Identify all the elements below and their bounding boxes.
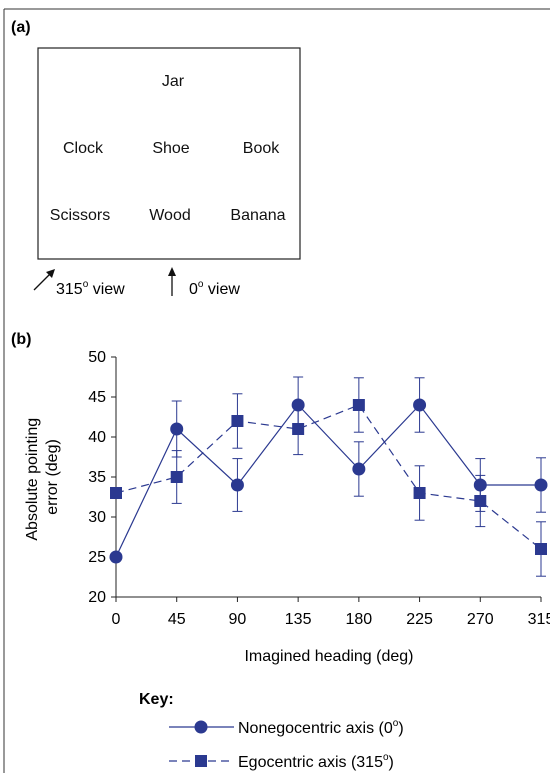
data-point-nonego (291, 398, 305, 412)
object-banana: Banana (230, 207, 285, 224)
object-scissors: Scissors (50, 207, 110, 224)
object-wood: Wood (149, 207, 191, 224)
y-axis-label: Absolute pointing error (deg) (24, 413, 61, 540)
x-tick-label: 225 (406, 611, 433, 628)
y-tick-label: 45 (88, 389, 106, 406)
x-tick-label: 270 (467, 611, 494, 628)
data-point-ego (413, 487, 426, 499)
object-shoe: Shoe (152, 140, 189, 157)
data-point-ego (535, 543, 547, 555)
object-book: Book (243, 140, 280, 157)
legend-nonego-label: Nonegocentric axis (0o) (238, 718, 404, 737)
x-tick-label: 45 (168, 611, 186, 628)
y-tick-label: 35 (88, 469, 106, 486)
y-axis-label-line-1: Absolute pointing (24, 418, 41, 541)
data-point-ego (292, 423, 305, 435)
panel-a-label: (a) (11, 19, 31, 36)
series-line-ego (115, 404, 542, 550)
y-axis-label-line-2: error (deg) (44, 439, 61, 515)
data-point-nonego (413, 398, 427, 412)
x-tick-label: 180 (346, 611, 373, 628)
pointing-error-chart: 20 25 30 35 40 45 50 0 45 90 135 180 225 270 315 Imag… (24, 349, 550, 665)
x-tick-label: 315 (528, 611, 550, 628)
data-point-ego (474, 495, 487, 507)
y-tick-label: 25 (88, 549, 106, 566)
data-point-nonego (170, 422, 184, 436)
x-axis-label: Imagined heading (deg) (244, 648, 413, 665)
data-point-ego (170, 471, 183, 483)
x-tick-label: 90 (229, 611, 247, 628)
legend-nonego: Nonegocentric axis (0o) (169, 718, 404, 737)
legend-ego: Egocentric axis (315o) (169, 752, 394, 771)
data-point-ego (110, 487, 122, 499)
data-point-nonego (352, 462, 366, 476)
arrow-315-icon (33, 269, 55, 291)
arrow-0-icon (168, 267, 176, 296)
y-tick-label: 50 (88, 349, 106, 366)
view-315-label: 315o view (56, 279, 125, 298)
x-tick-label: 135 (285, 611, 312, 628)
data-point-nonego (534, 478, 548, 492)
x-tick-label: 0 (112, 611, 121, 628)
data-point-nonego (473, 478, 487, 492)
legend-circle-icon (194, 720, 208, 734)
view-0-label: 0o view (189, 279, 240, 298)
data-point-ego (352, 399, 365, 411)
y-tick-label: 20 (88, 589, 106, 606)
room-layout-box (37, 47, 301, 260)
y-tick-label: 40 (88, 429, 106, 446)
legend-square-icon (195, 755, 207, 767)
data-point-nonego (109, 550, 123, 564)
y-tick-label: 30 (88, 509, 106, 526)
data-point-nonego (230, 478, 244, 492)
object-clock: Clock (63, 140, 104, 157)
key-title: Key: (139, 691, 174, 708)
panel-b-label: (b) (11, 331, 31, 348)
object-jar: Jar (162, 73, 185, 90)
series-line-nonego (115, 404, 541, 558)
data-point-ego (231, 415, 244, 427)
legend-ego-label: Egocentric axis (315o) (238, 752, 394, 771)
